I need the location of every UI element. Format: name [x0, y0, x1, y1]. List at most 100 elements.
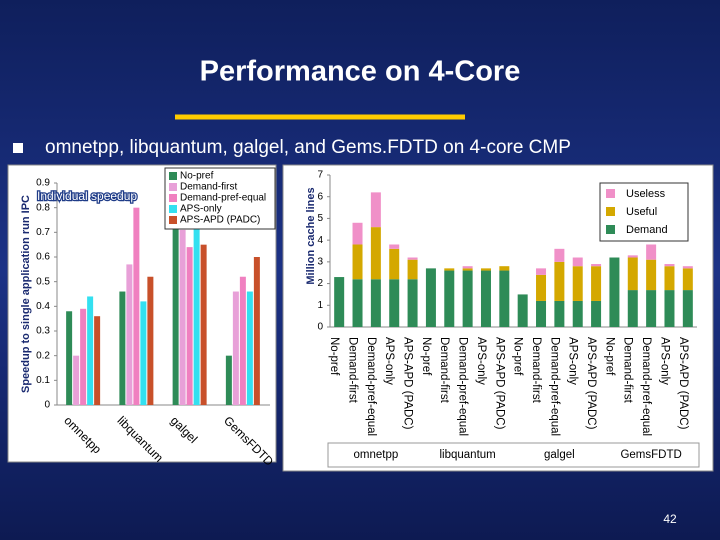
bar-segment	[480, 270, 491, 327]
y-tick-label: 0.8	[36, 202, 50, 213]
bar-segment	[554, 300, 565, 327]
bar-segment	[480, 268, 491, 271]
y-tick-label: 6	[317, 191, 323, 202]
y-tick-label: 0.6	[36, 252, 50, 263]
bar-segment	[591, 266, 602, 301]
bar-segment	[646, 259, 657, 291]
bar-segment	[664, 266, 675, 291]
bar	[119, 291, 126, 405]
bar-segment	[646, 244, 657, 260]
bar-segment	[352, 279, 363, 327]
bar-segment	[591, 300, 602, 327]
group-label: libquantum	[439, 449, 495, 461]
bar-segment	[627, 255, 638, 258]
bar-segment	[682, 290, 693, 327]
bar-segment	[682, 268, 693, 291]
y-tick-label: 2	[317, 278, 323, 289]
group-label-box	[327, 442, 700, 468]
bar-segment	[664, 290, 675, 327]
bullet-marker	[13, 143, 23, 153]
bar-segment	[370, 227, 381, 280]
bar-segment	[682, 266, 693, 269]
bar	[140, 301, 147, 405]
bar-segment	[352, 244, 363, 280]
bar-segment	[554, 261, 565, 301]
x-tick-label: APS-only	[658, 337, 670, 385]
bullet-text: omnetpp, libquantum, galgel, and Gems.FD…	[45, 137, 571, 158]
x-tick-label: APS-only	[383, 337, 395, 385]
y-tick-label: 1	[317, 300, 323, 311]
y-tick-label: 7	[317, 170, 323, 181]
y-tick-label: 0.9	[36, 178, 50, 189]
bar-segment	[536, 300, 547, 327]
bar-segment	[627, 290, 638, 327]
legend-swatch	[606, 189, 615, 198]
page-number: 42	[663, 512, 677, 526]
bar-segment	[389, 248, 400, 280]
legend-label: Demand-first	[180, 182, 237, 193]
bar	[253, 257, 260, 405]
x-tick-label: Demand-first	[438, 337, 450, 404]
bar-segment	[444, 270, 455, 327]
bar-segment	[462, 266, 473, 269]
bar-segment	[407, 279, 418, 327]
x-tick-label: APS-APD (PADC)	[493, 337, 505, 430]
bar	[239, 276, 246, 405]
x-tick-label: No-pref	[420, 337, 432, 376]
charts: 0 0.1 0.2 0.3 0.4 0.5 0.6 0.7 0.8 0.9 Speedup to s…	[7, 164, 714, 472]
bar	[94, 316, 101, 405]
bar-segment	[352, 222, 363, 245]
bar	[87, 296, 94, 405]
bar-segment	[572, 266, 583, 301]
y-tick-label: 0.1	[36, 375, 50, 386]
x-tick-label: No-pref	[328, 337, 340, 376]
bar	[147, 276, 154, 405]
bar-segment	[407, 257, 418, 260]
bar	[133, 207, 140, 405]
bar	[80, 308, 87, 405]
bar-segment	[536, 268, 547, 275]
y-tick-label: 0	[44, 400, 50, 411]
bar	[172, 212, 179, 405]
bar-segment	[572, 257, 583, 267]
bar-segment	[536, 274, 547, 301]
y-tick-label: 0.3	[36, 326, 50, 337]
x-tick-label: APS-only	[475, 337, 487, 385]
bar-segment	[499, 266, 510, 271]
y-tick-label: 0	[317, 322, 323, 333]
bar-segment	[389, 279, 400, 327]
x-tick-label: Demand-pref-equal	[640, 337, 652, 436]
x-tick-label: APS-APD (PADC)	[677, 337, 689, 430]
bar-segment	[646, 290, 657, 327]
bar	[200, 244, 207, 405]
bar-segment	[407, 259, 418, 280]
bar	[225, 355, 232, 405]
legend-label: APS-only	[180, 204, 222, 215]
bar-segment	[609, 257, 620, 327]
y-axis-title: Speedup to single application run IPC	[20, 195, 32, 393]
bar	[186, 247, 193, 405]
x-tick-label: Demand-first	[530, 337, 542, 404]
x-tick-label: Demand-pref-equal	[457, 337, 469, 436]
y-tick-label: 0.2	[36, 350, 50, 361]
bar-segment	[370, 279, 381, 327]
legend-swatch	[169, 216, 177, 224]
bar-segment	[499, 270, 510, 327]
bar-segment	[462, 270, 473, 327]
y-tick-label: 3	[317, 256, 323, 267]
bar-segment	[664, 264, 675, 267]
bar-segment	[370, 192, 381, 228]
x-tick-label: Demand-pref-equal	[365, 337, 377, 436]
x-tick-label: Demand-pref-equal	[548, 337, 560, 436]
bar-segment	[389, 244, 400, 249]
legend-swatch	[606, 225, 615, 234]
y-tick-label: 5	[317, 213, 323, 224]
bar	[246, 291, 253, 405]
legend-label: Demand	[626, 224, 668, 236]
legend-swatch	[169, 194, 177, 202]
y-tick-label: 0.4	[36, 301, 50, 312]
y-axis-title: Million cache lines	[305, 187, 317, 284]
legend-swatch	[169, 183, 177, 191]
x-tick-label: APS-APD (PADC)	[402, 337, 414, 430]
